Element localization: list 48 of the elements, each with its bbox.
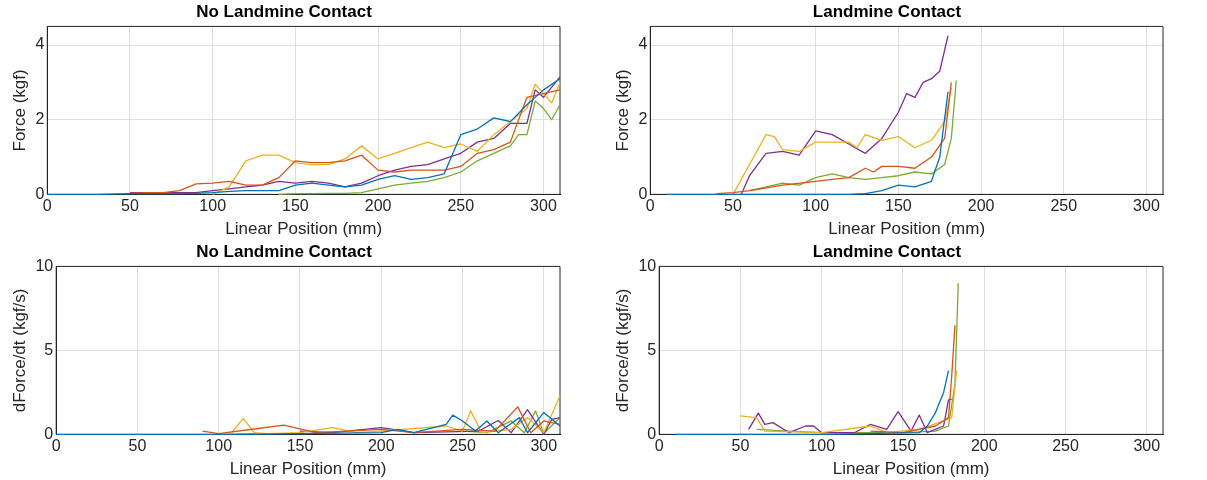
x-tick-label: 150 — [286, 437, 314, 455]
chart-title: Landmine Contact — [812, 1, 962, 21]
x-axis-title: Linear Position (mm) — [225, 219, 383, 239]
y-axis-title: Force (kgf) — [9, 69, 29, 152]
chart-title: Landmine Contact — [812, 241, 962, 261]
y-tick-label: 5 — [647, 340, 657, 358]
y-tick-label: 4 — [638, 35, 648, 53]
x-tick-label: 150 — [889, 437, 917, 455]
x-tick-label: 200 — [967, 197, 995, 215]
y-tick-label: 0 — [638, 184, 648, 202]
y-tick-label: 0 — [44, 424, 54, 442]
y-axis-title: dForce/dt (kgf/s) — [612, 288, 632, 413]
y-tick-label: 0 — [35, 184, 45, 202]
x-tick-label: 300 — [530, 437, 558, 455]
x-tick-label: 50 — [731, 437, 750, 455]
x-tick-label: 150 — [885, 197, 912, 215]
x-axis-title: Linear Position (mm) — [828, 219, 986, 239]
x-tick-label: 250 — [447, 197, 475, 215]
y-tick-label: 0 — [647, 424, 657, 442]
y-axis-title: Force (kgf) — [612, 69, 632, 152]
x-tick-label: 250 — [1052, 437, 1079, 455]
x-tick-label: 50 — [724, 197, 742, 215]
x-axis-title: Linear Position (mm) — [229, 459, 387, 479]
x-tick-label: 300 — [530, 197, 557, 215]
x-tick-label: 100 — [802, 197, 830, 215]
x-tick-label: 100 — [205, 437, 233, 455]
x-tick-label: 50 — [121, 197, 139, 215]
y-tick-label: 2 — [35, 110, 45, 128]
x-tick-label: 100 — [199, 197, 227, 215]
chart-title: No Landmine Contact — [196, 241, 373, 261]
y-tick-label: 10 — [35, 256, 54, 274]
y-tick-label: 10 — [638, 256, 657, 274]
x-tick-label: 200 — [367, 437, 395, 455]
x-tick-label: 50 — [128, 437, 147, 455]
x-tick-label: 250 — [1050, 197, 1078, 215]
x-tick-label: 200 — [970, 437, 998, 455]
x-axis-title: Linear Position (mm) — [832, 459, 990, 479]
chart-title: No Landmine Contact — [196, 1, 373, 21]
x-tick-label: 100 — [808, 437, 836, 455]
x-tick-label: 150 — [282, 197, 309, 215]
y-tick-label: 2 — [638, 110, 648, 128]
y-axis-title: dForce/dt (kgf/s) — [9, 288, 29, 413]
x-tick-label: 250 — [449, 437, 476, 455]
y-tick-label: 4 — [35, 35, 45, 53]
x-tick-label: 300 — [1133, 437, 1161, 455]
x-tick-label: 300 — [1133, 197, 1160, 215]
y-tick-label: 5 — [44, 340, 54, 358]
x-tick-label: 200 — [364, 197, 392, 215]
